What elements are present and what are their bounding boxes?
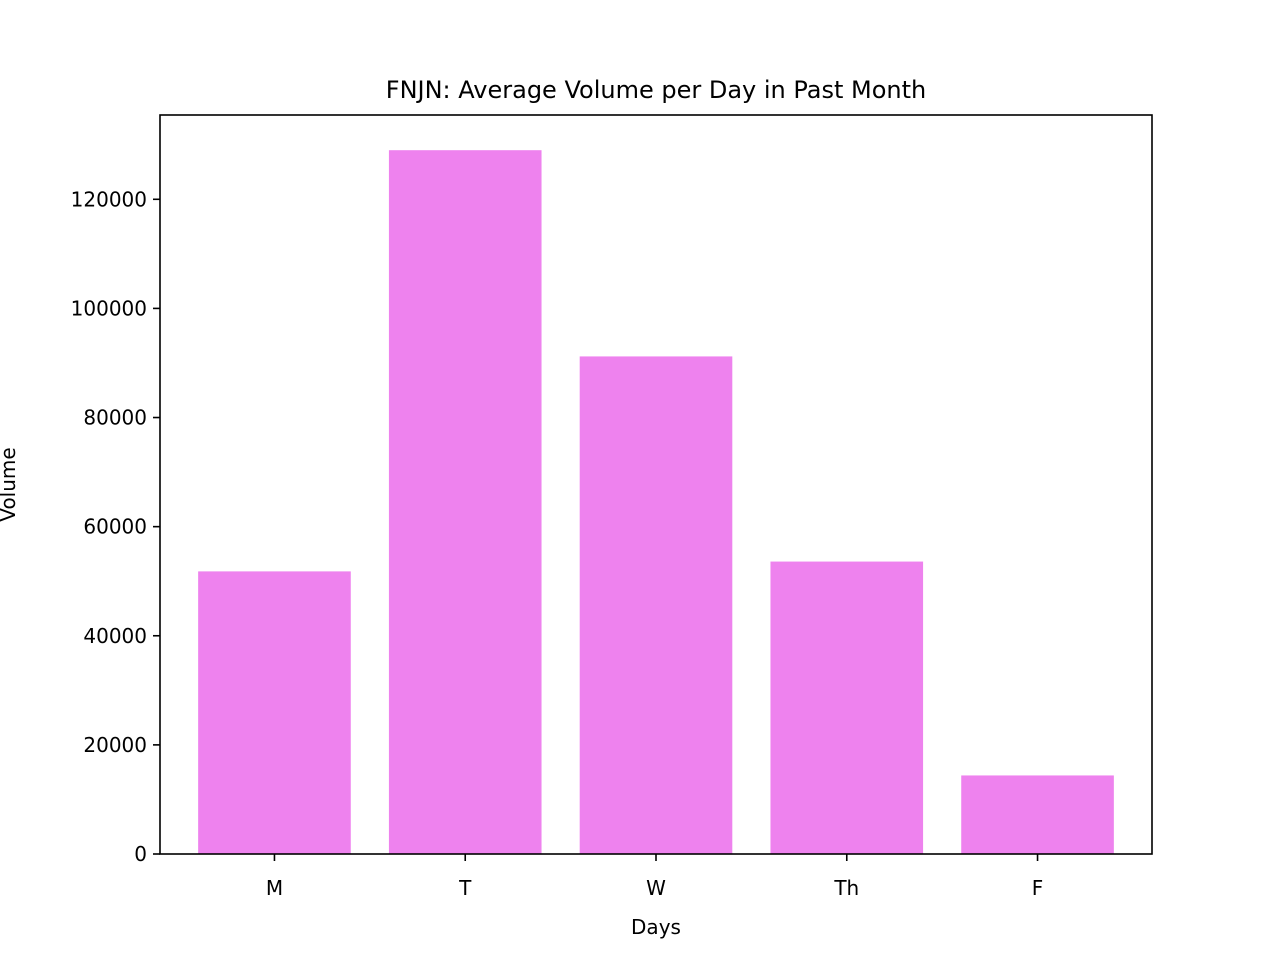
y-tick-label: 20000 xyxy=(83,733,147,757)
bar-W xyxy=(579,356,733,854)
plot-frame xyxy=(159,114,1153,855)
y-tick-label: 120000 xyxy=(71,187,147,211)
bar-F xyxy=(961,775,1114,854)
y-tick-label: 40000 xyxy=(83,624,147,648)
x-tick-label: T xyxy=(458,876,472,900)
y-axis-label: Volume xyxy=(0,447,20,521)
bar-M xyxy=(198,571,351,854)
x-tick-label: F xyxy=(1032,876,1044,900)
bars xyxy=(198,150,1114,854)
y-tick-label: 100000 xyxy=(71,296,147,320)
bar-T xyxy=(388,150,542,854)
y-tick-label: 60000 xyxy=(83,515,147,539)
y-axis: 0 20000 40000 60000 80000 100000 120000 xyxy=(71,187,160,866)
x-axis: M T W Th F xyxy=(266,854,1043,900)
x-axis-label: Days xyxy=(631,915,681,939)
y-tick-label: 80000 xyxy=(83,406,147,430)
x-tick-label: M xyxy=(266,876,283,900)
y-tick-label: 0 xyxy=(134,842,147,866)
bar-Th xyxy=(770,561,924,854)
x-tick-label: W xyxy=(646,876,666,900)
x-tick-label: Th xyxy=(833,876,859,900)
chart-title: FNJN: Average Volume per Day in Past Mon… xyxy=(386,76,926,104)
